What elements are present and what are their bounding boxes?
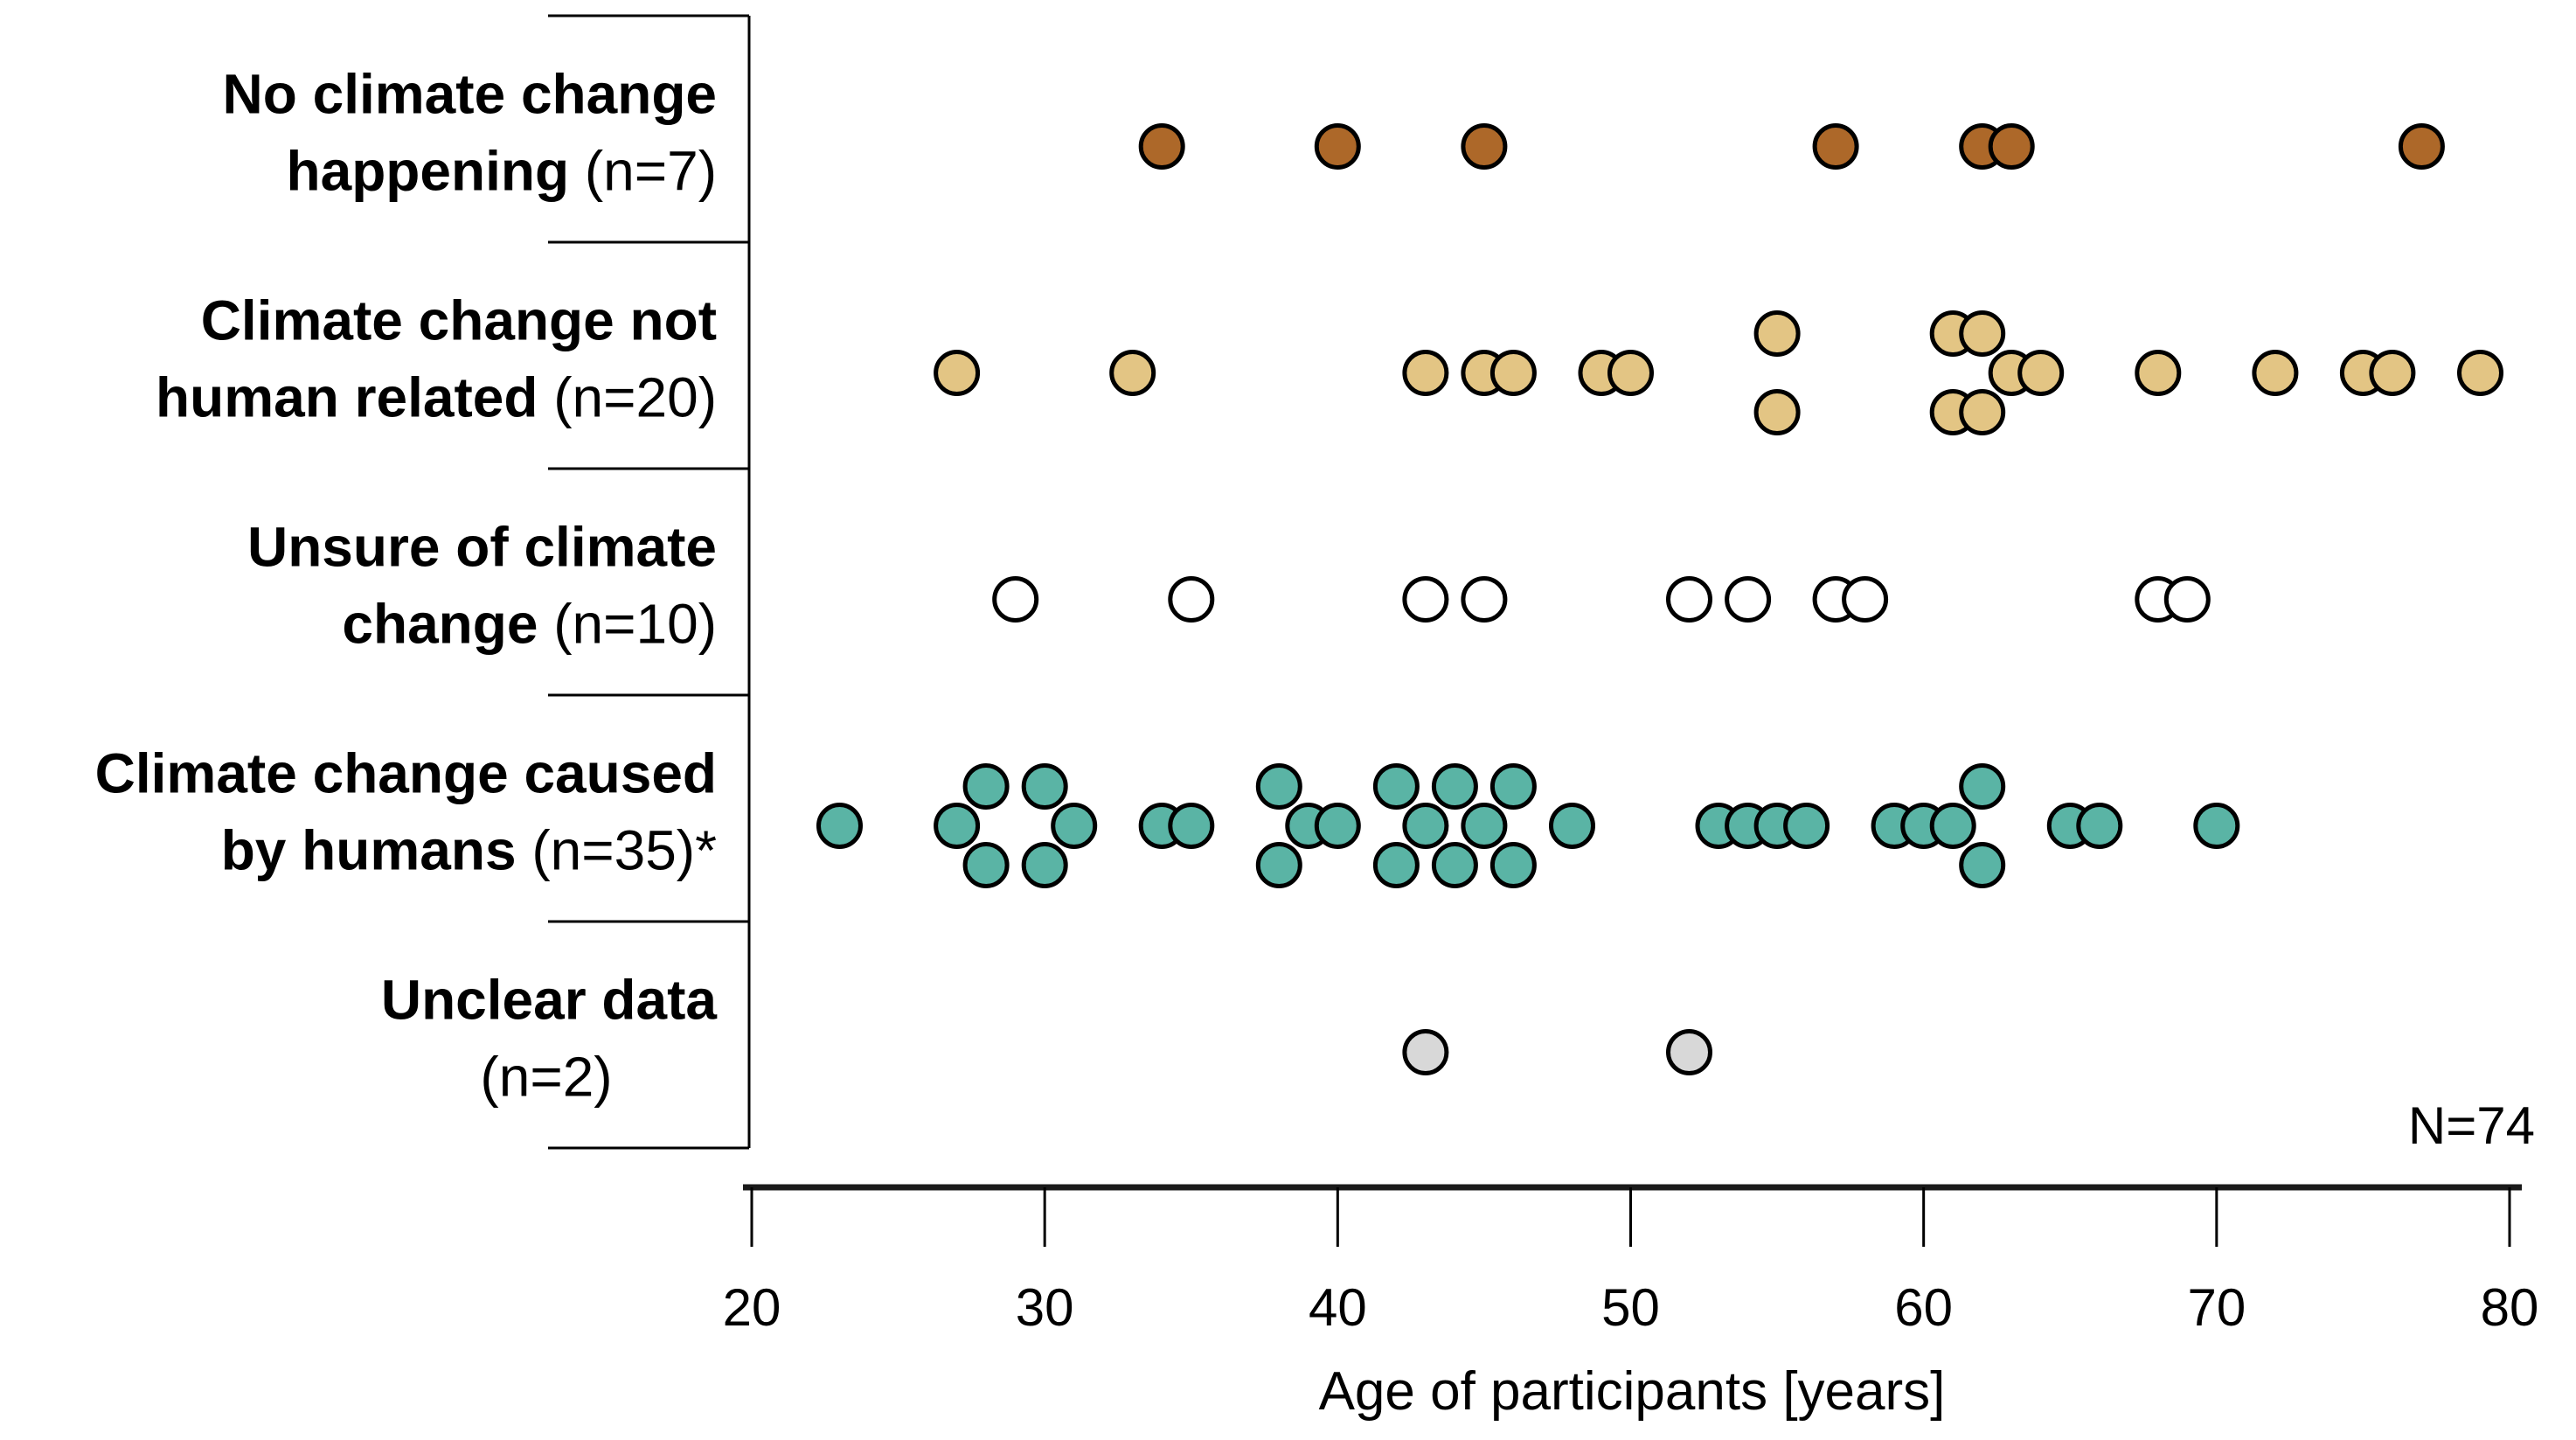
data-point — [1372, 763, 1420, 810]
data-point — [1753, 389, 1801, 435]
data-point — [1959, 842, 2006, 888]
data-point — [1842, 576, 1889, 623]
data-point — [1021, 763, 1068, 810]
data-point — [1431, 763, 1478, 810]
data-point — [1549, 803, 1595, 849]
x-tick-label: 40 — [1309, 1278, 1367, 1337]
data-point — [1402, 576, 1449, 623]
category-points-climate-change-caused-by-humans — [816, 763, 2240, 888]
x-axis-title: Age of participants [years] — [1319, 1361, 1946, 1422]
data-point — [1372, 842, 1420, 888]
data-point — [934, 350, 981, 396]
data-point — [1725, 576, 1772, 623]
data-point — [1753, 310, 1801, 357]
category-label: Climate change not — [201, 289, 717, 352]
x-tick-label: 50 — [1601, 1278, 1660, 1337]
data-point — [2369, 350, 2416, 396]
category-labels: No climate change happening (n=7) Climate … — [95, 63, 718, 1109]
category-points-unsure-of-climate-change — [992, 576, 2211, 623]
data-point — [2076, 803, 2123, 849]
data-point — [1988, 123, 2035, 170]
data-point — [1666, 576, 1712, 623]
data-point — [1314, 803, 1361, 849]
data-point — [1461, 576, 1508, 623]
data-point — [1489, 763, 1537, 810]
data-point — [1489, 842, 1537, 888]
data-point — [1402, 350, 1449, 396]
category-label: Unsure of climate — [247, 516, 717, 579]
data-point — [1402, 1029, 1449, 1075]
category-label: human related (n=20) — [156, 366, 717, 429]
data-point — [816, 803, 863, 849]
data-point — [962, 763, 1010, 810]
data-point — [2163, 576, 2211, 623]
data-point — [2135, 350, 2182, 396]
data-point — [1021, 842, 1068, 888]
data-point — [1959, 389, 2006, 435]
data-point — [1783, 803, 1830, 849]
data-point — [1607, 350, 1654, 396]
data-point — [2193, 803, 2240, 849]
data-point — [2398, 123, 2445, 170]
data-point — [1255, 842, 1302, 888]
total-annotation: N=74 — [2408, 1096, 2535, 1155]
data-point — [962, 842, 1010, 888]
x-tick-label: 80 — [2481, 1278, 2539, 1337]
data-point — [1314, 123, 1361, 170]
data-point — [1168, 576, 1215, 623]
data-point — [1666, 1029, 1712, 1075]
category-label: No climate change — [223, 63, 718, 126]
category-points-unclear-data — [1402, 1029, 1712, 1075]
x-axis: 20 30 40 50 60 70 80 — [723, 1184, 2539, 1337]
data-point — [2457, 350, 2503, 396]
data-point — [1051, 803, 1098, 849]
data-point — [1168, 803, 1215, 849]
x-tick-label: 20 — [723, 1278, 781, 1337]
data-point — [1959, 310, 2006, 357]
x-tick-label: 70 — [2187, 1278, 2246, 1337]
x-tick-label: 30 — [1016, 1278, 1074, 1337]
data-point — [1461, 123, 1508, 170]
data-point — [1255, 763, 1302, 810]
data-points — [816, 123, 2503, 1075]
category-label: by humans (n=35)* — [221, 819, 717, 882]
data-point — [934, 803, 981, 849]
data-point — [1812, 123, 1859, 170]
x-tick-label: 60 — [1894, 1278, 1953, 1337]
data-point — [1431, 842, 1478, 888]
category-points-no-climate-change-happening — [1138, 123, 2445, 170]
data-point — [1929, 803, 1976, 849]
data-point — [2252, 350, 2299, 396]
data-point — [1489, 350, 1537, 396]
data-point — [1461, 803, 1508, 849]
category-label: Climate change caused — [95, 742, 717, 805]
category-label: (n=2) — [480, 1046, 612, 1109]
category-points-climate-change-not-human-related — [934, 310, 2503, 435]
data-point — [1109, 350, 1156, 396]
category-label: Unclear data — [381, 969, 718, 1032]
data-point — [1959, 763, 2006, 810]
data-point — [2017, 350, 2065, 396]
category-label: change (n=10) — [342, 593, 717, 656]
data-point — [1402, 803, 1449, 849]
data-point — [1138, 123, 1185, 170]
category-axis-bracket — [548, 14, 751, 1150]
data-point — [992, 576, 1039, 623]
category-label: happening (n=7) — [287, 140, 718, 203]
